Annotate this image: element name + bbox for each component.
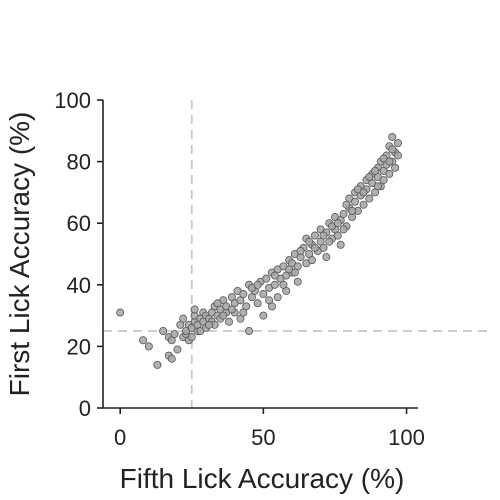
data-point <box>373 182 382 191</box>
y-tick-label: 20 <box>67 334 91 359</box>
data-point <box>144 342 153 351</box>
x-tick-label: 50 <box>251 425 275 450</box>
data-point <box>290 268 299 277</box>
data-point <box>270 271 279 280</box>
data-point <box>224 317 233 326</box>
x-tick-label: 100 <box>388 425 425 450</box>
data-point <box>279 280 288 289</box>
data-point <box>116 308 125 317</box>
data-point <box>170 330 179 339</box>
data-point <box>253 280 262 289</box>
data-point <box>159 326 168 335</box>
data-point <box>393 139 402 148</box>
data-point <box>296 246 305 255</box>
data-point <box>322 253 331 262</box>
x-axis-ticks: 0 50 100 <box>114 408 425 450</box>
x-tick-label: 0 <box>114 425 126 450</box>
data-point <box>139 336 148 345</box>
data-point <box>388 132 397 141</box>
y-tick-label: 60 <box>67 211 91 236</box>
data-point <box>259 290 268 299</box>
data-point <box>385 157 394 166</box>
data-point <box>365 194 374 203</box>
data-point <box>219 311 228 320</box>
data-point <box>187 333 196 342</box>
data-point <box>245 326 254 335</box>
data-point <box>310 243 319 252</box>
data-point <box>333 231 342 240</box>
data-point <box>319 243 328 252</box>
data-point <box>167 354 176 363</box>
data-point <box>270 280 279 289</box>
y-tick-label: 100 <box>54 88 91 113</box>
data-point <box>190 305 199 314</box>
data-point <box>333 219 342 228</box>
data-point <box>153 360 162 369</box>
data-point <box>227 305 236 314</box>
data-point <box>379 176 388 185</box>
data-point <box>350 197 359 206</box>
data-point <box>253 299 262 308</box>
data-point <box>213 299 222 308</box>
data-point <box>339 209 348 218</box>
data-point <box>348 206 357 215</box>
data-point <box>342 200 351 209</box>
data-point <box>262 274 271 283</box>
data-point <box>319 231 328 240</box>
y-tick-label: 80 <box>67 150 91 175</box>
reference-lines <box>103 100 490 408</box>
data-points <box>116 132 402 369</box>
y-axis-ticks: 0 20 40 60 80 100 <box>54 88 103 421</box>
data-point <box>359 200 368 209</box>
x-axis-title: Fifth Lick Accuracy (%) <box>120 463 405 494</box>
data-point <box>365 172 374 181</box>
data-point <box>310 231 319 240</box>
data-point <box>173 345 182 354</box>
data-point <box>391 163 400 172</box>
data-point <box>259 311 268 320</box>
data-point <box>325 237 334 246</box>
data-point <box>239 290 248 299</box>
data-point <box>239 308 248 317</box>
data-point <box>179 314 188 323</box>
data-point <box>273 293 282 302</box>
data-point <box>393 151 402 160</box>
data-point <box>339 225 348 234</box>
data-point <box>204 320 213 329</box>
data-point <box>293 277 302 286</box>
data-point <box>308 256 317 265</box>
data-point <box>336 240 345 249</box>
y-axis-title: First Lick Accuracy (%) <box>4 112 35 397</box>
data-point <box>371 166 380 175</box>
y-tick-label: 40 <box>67 273 91 298</box>
data-point <box>359 188 368 197</box>
data-point <box>388 145 397 154</box>
data-point <box>305 237 314 246</box>
data-point <box>265 296 274 305</box>
y-tick-label: 0 <box>79 396 91 421</box>
data-point <box>385 169 394 178</box>
